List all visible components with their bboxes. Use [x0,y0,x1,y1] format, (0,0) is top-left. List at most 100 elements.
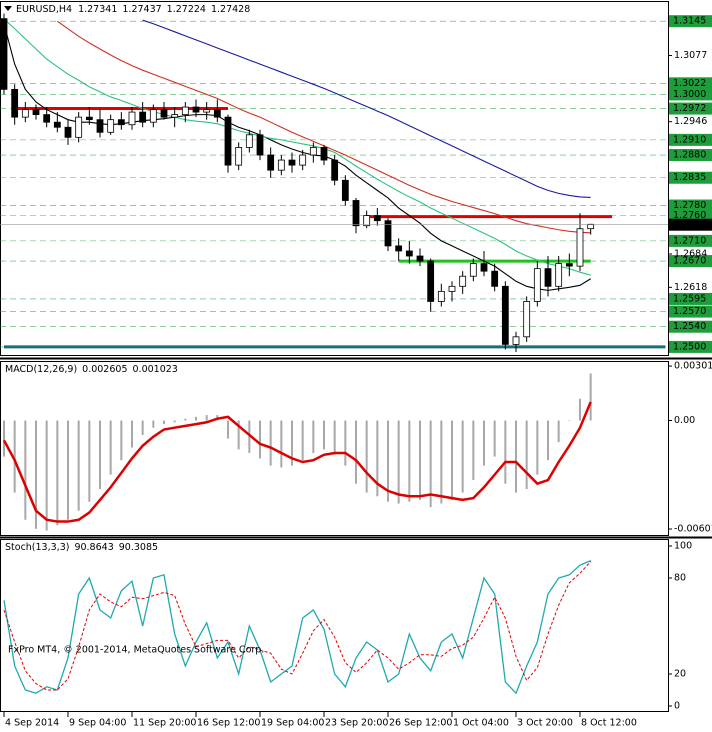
macd-bar [493,420,496,457]
candle-body [533,268,541,302]
candle-body [96,119,104,133]
level-label-box [669,88,712,101]
level-label-box [669,292,712,305]
macd-bar [109,420,112,475]
moving-average [3,18,591,276]
last-low: 1.27224 [167,4,206,15]
candle-body [384,220,392,247]
candle-body [405,250,413,257]
candle-body [352,200,360,227]
macd-bar [141,420,144,435]
candle-body [53,121,61,128]
macd-bar [13,420,16,493]
macd-bar [301,420,304,461]
macd-bar [451,420,453,500]
macd-bar [547,420,549,461]
candle-body [448,285,456,292]
level-label: 1.2595 [673,293,706,304]
macd-bar [515,420,517,493]
candle-body [523,301,531,338]
candle-body [32,109,40,116]
candle-body [245,134,253,148]
macd-bar [579,398,581,421]
candle-body [43,114,51,123]
level-label: 1.2500 [673,341,706,352]
macd-main-value: 0.002605 [82,364,127,375]
y-tick-label: 100 [674,541,692,552]
macd-bar [365,420,368,493]
x-tick-label: 26 Sep 12:00 [389,718,452,729]
macd-pane-frame [0,361,669,536]
macd-bar [120,420,123,461]
candle-body [576,228,584,267]
x-tick-label: 4 Sep 2014 [5,718,59,729]
macd-bar [67,420,69,520]
macd-bar [56,420,59,526]
candle-body [363,215,371,227]
macd-bar [195,416,197,421]
candle-body [75,116,83,138]
level-label-box [669,255,712,268]
candle-body [416,255,424,262]
level-label: 1.2972 [673,103,706,114]
candle-body [117,119,125,126]
level-label-box [669,199,712,212]
level-label-box [669,77,712,90]
candle-body [587,223,595,230]
level-label: 1.2780 [673,200,706,211]
candle-body [469,263,477,277]
macd-bar [333,420,336,455]
candle-body [160,109,168,118]
candle-body [203,109,211,113]
y-tick-label: 1.2684 [674,248,707,259]
symbol-title: EURUSD,H4 [16,4,72,15]
macd-bar [99,420,101,490]
macd-bar [397,420,400,504]
candle-body [491,270,499,287]
macd-bar [387,420,389,502]
candle-body [565,263,573,267]
y-tick-label: -0.006013 [674,524,712,535]
macd-bar [355,420,357,484]
level-label-box [669,340,712,353]
last-price-box [669,218,712,231]
x-tick-label: 8 Oct 12:00 [581,718,637,729]
stoch-pane-frame [0,539,669,712]
y-tick-label: 1.2946 [674,116,707,127]
macd-bar [3,420,5,457]
candle-body [171,114,179,118]
macd-bar [205,415,208,421]
macd-bar [312,420,315,453]
level-label: 1.2570 [673,306,706,317]
candle-body [224,116,232,166]
y-tick-label: 1.3077 [674,50,707,61]
macd-bar [24,420,27,520]
x-tick-label: 19 Sep 04:00 [261,718,324,729]
x-tick-label: 1 Oct 04:00 [453,718,509,729]
x-tick-label: 9 Sep 04:00 [69,718,126,729]
macd-bar [163,420,165,425]
level-label-box [669,234,712,247]
macd-bar [248,420,251,453]
macd-bar [568,420,571,421]
last-high: 1.27437 [122,4,161,15]
macd-bar [429,420,432,508]
macd-bar [45,420,48,531]
macd-bar [269,420,272,466]
x-tick-label: 16 Sep 12:00 [197,718,260,729]
x-tick-label: 11 Sep 20:00 [133,718,196,729]
macd-bar [227,420,229,439]
macd-bar [173,420,176,423]
level-label: 1.2670 [673,256,706,267]
candle-body [192,106,200,113]
candle-body [395,245,403,252]
macd-bar [525,420,528,490]
candle-body [501,285,509,345]
macd-bar [35,420,37,529]
y-tick-label: 0.003015 [674,361,712,372]
macd-bar [472,420,475,481]
y-tick-label: 0 [674,701,680,712]
candle-body [320,147,328,161]
